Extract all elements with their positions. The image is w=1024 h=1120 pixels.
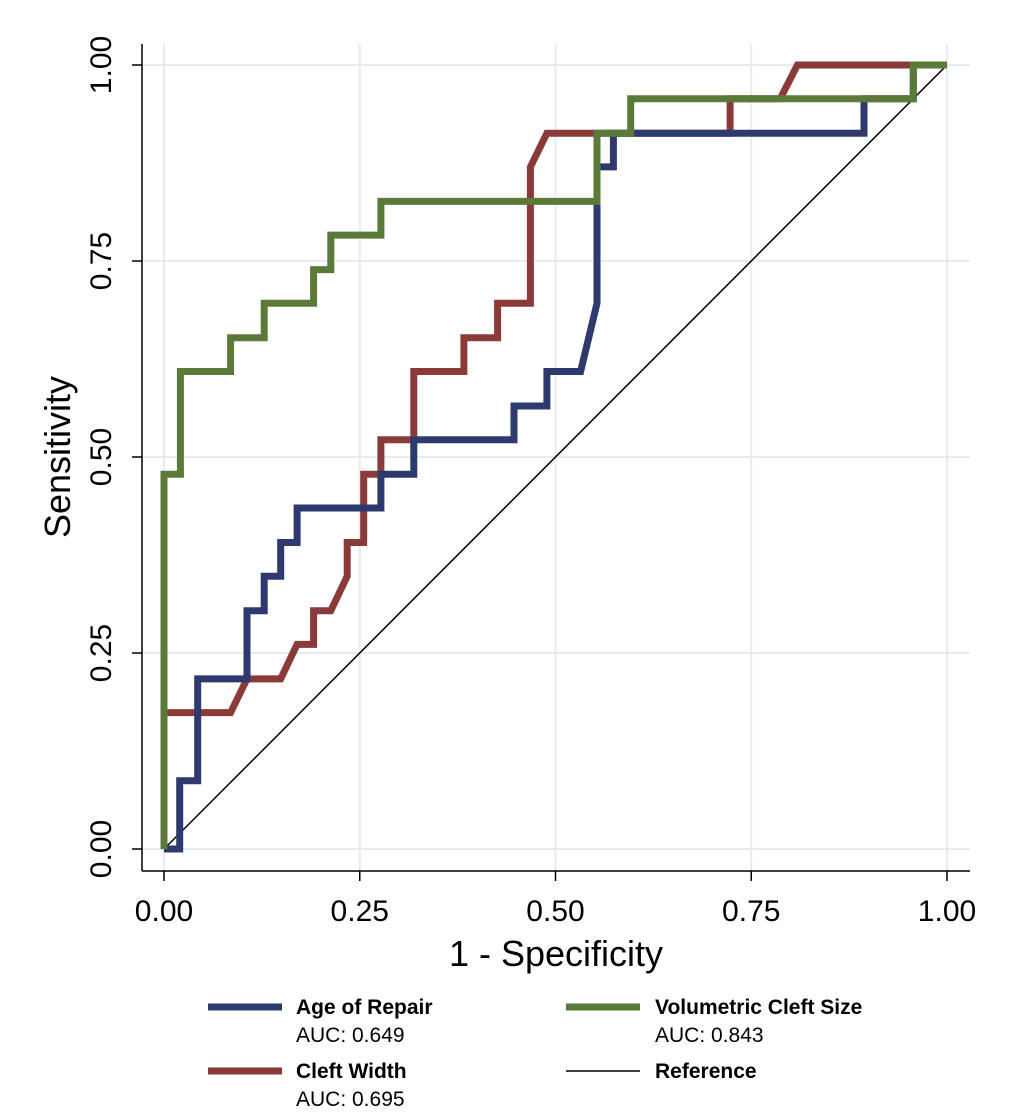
legend-auc: AUC: 0.649 [296, 1024, 405, 1047]
legend-item: Age of Repair AUC: 0.649 [208, 996, 433, 1047]
legend-item: Volumetric Cleft Size AUC: 0.843 [566, 996, 862, 1047]
legend-item: Reference [566, 1060, 757, 1083]
x-tick-label: 0.50 [526, 895, 584, 928]
series-layer [160, 61, 948, 853]
legend-item: Cleft Width AUC: 0.695 [208, 1060, 407, 1111]
y-tick-label: 0.00 [85, 820, 118, 878]
legend-label: Age of Repair [296, 996, 433, 1019]
legend: Age of Repair AUC: 0.649 Cleft Width AUC: 0… [208, 996, 862, 1111]
x-axis-title: 1 - Specificity [449, 933, 663, 974]
legend-label: Cleft Width [296, 1060, 407, 1083]
y-axis-title: Sensitivity [37, 376, 78, 538]
x-tick-label: 0.75 [722, 895, 780, 928]
legend-auc: AUC: 0.695 [296, 1088, 405, 1111]
series-line-volumetric-cleft-size [160, 61, 947, 849]
y-tick-label: 0.75 [85, 232, 118, 290]
y-tick-label: 1.00 [85, 36, 118, 94]
legend-label: Reference [655, 1060, 757, 1083]
tick-labels: 0.00 0.25 0.50 0.75 1.00 0.00 0.25 0.50 0.75 1.00 [85, 36, 976, 928]
x-tick-label: 1.00 [918, 895, 976, 928]
x-tick-label: 0.00 [135, 895, 193, 928]
legend-auc: AUC: 0.843 [655, 1024, 764, 1047]
axes [132, 44, 970, 881]
x-tick-label: 0.25 [331, 895, 389, 928]
series-line-reference [163, 64, 948, 850]
y-tick-label: 0.50 [85, 428, 118, 486]
y-tick-label: 0.25 [85, 624, 118, 682]
legend-label: Volumetric Cleft Size [655, 996, 862, 1019]
